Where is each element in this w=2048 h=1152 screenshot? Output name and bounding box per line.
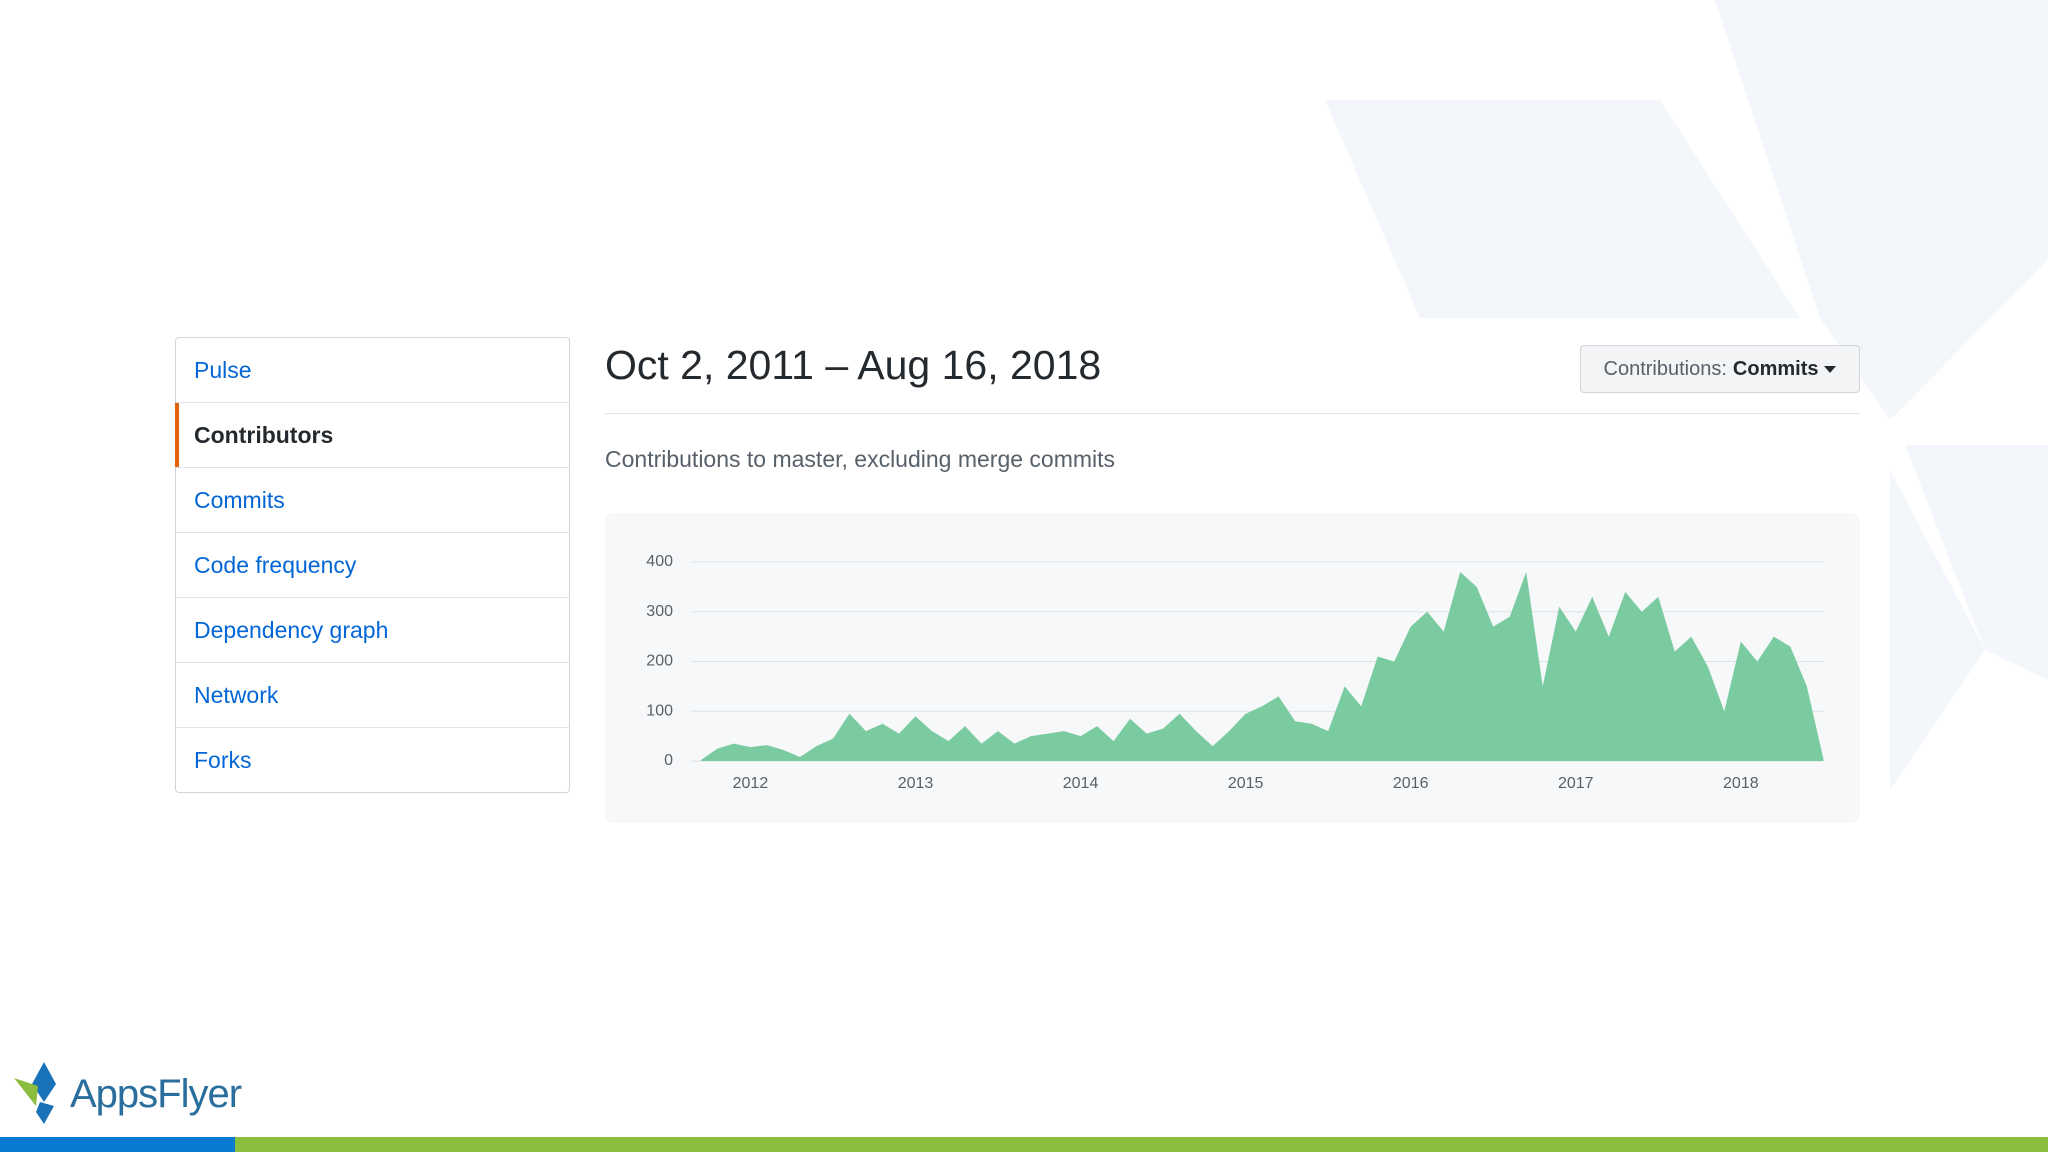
sidebar-nav: Pulse Contributors Commits Code frequency De…: [175, 337, 570, 793]
nav-item[interactable]: Dependency graph: [176, 597, 569, 662]
footer-bar-blue: [0, 1137, 235, 1152]
brand-text: AppsFlyer: [70, 1072, 242, 1116]
x-tick-label: 2017: [1558, 775, 1594, 792]
caret: [1824, 366, 1837, 374]
dropdown-label: Contributions:: [1603, 358, 1727, 380]
y-tick-label: 400: [646, 553, 673, 570]
x-tick-label: 2012: [733, 775, 769, 792]
nav-item[interactable]: Commits: [176, 467, 569, 532]
x-tick-label: 2018: [1723, 775, 1759, 792]
dropdown-value: Commits: [1732, 358, 1819, 380]
x-tick-label: 2014: [1063, 775, 1099, 792]
contributions-dropdown[interactable]: Contributions: Commits: [1580, 345, 1860, 393]
footer-bar-green: [235, 1137, 2048, 1152]
nav-item[interactable]: Contributors: [175, 402, 569, 467]
nav-item[interactable]: Pulse: [194, 357, 252, 383]
subtitle: Contributions to master, excluding merge…: [605, 446, 1116, 472]
x-tick-label: 2016: [1393, 775, 1429, 792]
y-tick-label: 100: [646, 702, 673, 719]
y-tick-label: 300: [646, 603, 673, 620]
chart: 0 100 200 300 400 2012 2013 2014 2015 2016 2017 201…: [605, 513, 1860, 823]
x-tick-label: 2015: [1228, 775, 1264, 792]
logo-mark: [14, 1062, 56, 1124]
y-tick-label: 200: [646, 653, 673, 670]
date-range-title: Oct 2, 2011 – Aug 16, 2018: [605, 342, 1102, 388]
nav-item[interactable]: Code frequency: [176, 532, 569, 597]
nav-item[interactable]: Forks: [176, 727, 569, 792]
x-tick-label: 2013: [898, 775, 934, 792]
area: [700, 571, 1824, 761]
brand-logo: AppsFlyer: [70, 1072, 242, 1117]
y-tick-label: 0: [664, 752, 673, 769]
divider: [605, 413, 1860, 414]
nav-item[interactable]: Network: [176, 662, 569, 727]
